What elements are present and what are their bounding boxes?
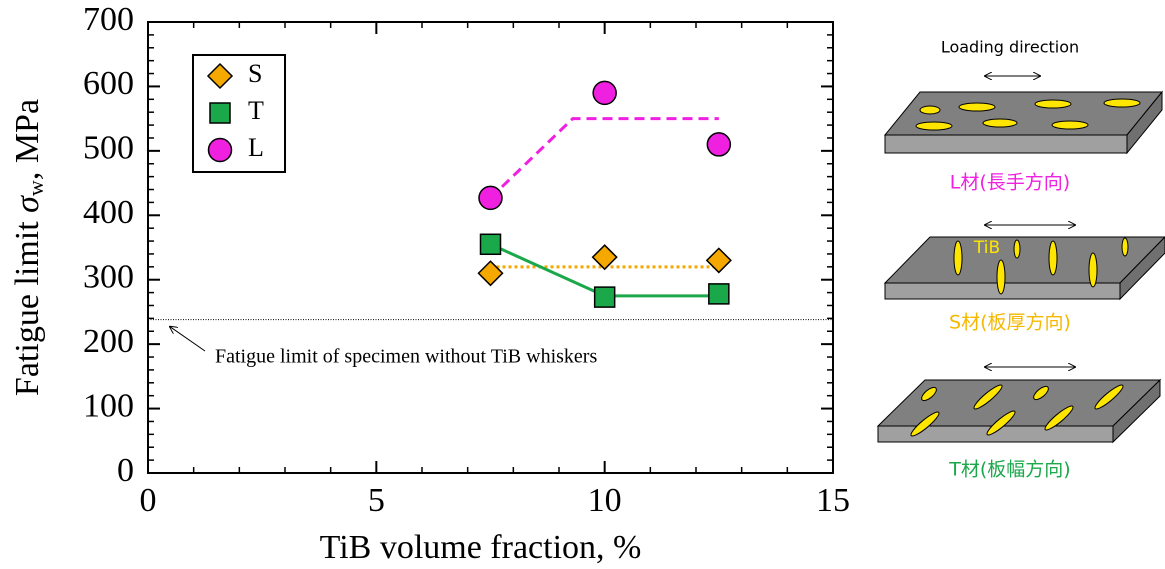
annotation-arrow xyxy=(170,327,206,352)
legend-marker xyxy=(209,102,231,124)
y-tick-label: 200 xyxy=(83,323,134,360)
y-tick-label: 300 xyxy=(83,259,134,296)
legend-label: S xyxy=(248,59,262,88)
x-tick-label: 10 xyxy=(588,482,622,519)
y-tick-label: 0 xyxy=(117,452,134,489)
marker xyxy=(479,233,502,256)
panel-label: T材(板幅方向) xyxy=(948,459,1070,481)
y-axis-label-part: σ xyxy=(9,195,46,213)
panel-label: L材(長手方向) xyxy=(950,172,1070,194)
schematic: Loading direction L材(長手方向) xyxy=(876,38,1165,481)
legend-label: L xyxy=(248,133,264,162)
plate-l xyxy=(883,90,1164,155)
y-axis-label-part: w xyxy=(23,180,48,196)
marker xyxy=(705,247,732,274)
y-tick-label: 600 xyxy=(83,65,134,102)
y-tick-label: 700 xyxy=(83,1,134,38)
marker xyxy=(477,260,504,287)
y-tick-label: 400 xyxy=(83,194,134,231)
y-tick-label: 500 xyxy=(83,130,134,167)
y-tick-label: 100 xyxy=(83,387,134,424)
y-axis-label: Fatigue limit σw, MPa xyxy=(9,99,48,396)
x-tick-label: 5 xyxy=(368,482,385,519)
legend-marker xyxy=(206,62,234,90)
fit-line xyxy=(489,117,719,199)
legend-box xyxy=(192,54,286,173)
panel-label: S材(板厚方向) xyxy=(949,312,1071,334)
marker xyxy=(478,185,503,211)
marker xyxy=(593,286,616,308)
y-axis-label-part: Fatigue limit xyxy=(9,213,46,396)
x-tick-label: 15 xyxy=(816,482,850,519)
plot-frame xyxy=(147,21,834,474)
marker xyxy=(592,80,617,106)
x-axis-label: TiB volume fraction, % xyxy=(320,529,642,566)
legend-marker xyxy=(207,137,233,163)
plate-t xyxy=(876,378,1162,444)
chart: 0 5 10 15 0 100 200 300 400 500 600 700 TiB volume f… xyxy=(9,1,850,566)
marker xyxy=(706,132,732,157)
plate-s xyxy=(883,236,1165,301)
loading-direction: Loading direction xyxy=(941,38,1079,57)
legend-label: T xyxy=(248,96,264,125)
marker xyxy=(708,283,730,305)
x-tick-label: 0 xyxy=(140,482,157,519)
annotation: Fatigue limit of specimen without TiB wh… xyxy=(215,346,597,368)
marker xyxy=(591,244,618,271)
y-axis-label-part: , MPa xyxy=(9,99,46,180)
tib-label: TiB xyxy=(973,238,1000,258)
